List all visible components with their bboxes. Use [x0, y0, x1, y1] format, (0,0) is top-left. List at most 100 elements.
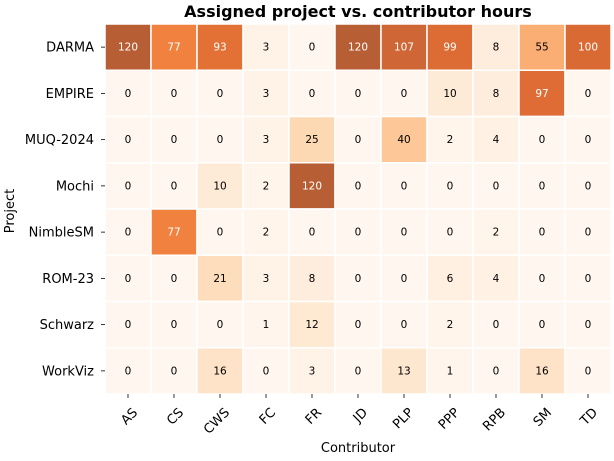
cell-value-label: 0 — [401, 227, 408, 239]
heatmap-cell — [150, 23, 198, 71]
cell-value-label: 10 — [443, 88, 456, 100]
heatmap-cell — [380, 208, 428, 256]
cell-value-label: 93 — [213, 42, 226, 54]
cell-value-label: 0 — [493, 365, 500, 377]
cell-value-label: 0 — [171, 180, 178, 192]
cell-value-label: 16 — [213, 365, 227, 377]
cell-value-label: 0 — [401, 88, 408, 100]
heatmap-cell — [564, 162, 612, 210]
heatmap-cell — [518, 208, 566, 256]
heatmap-cell — [518, 69, 566, 118]
cell-value-label: 0 — [585, 273, 592, 285]
heatmap-cell — [288, 69, 336, 118]
cell-value-label: 0 — [263, 365, 270, 377]
heatmap-cell — [196, 23, 244, 71]
cell-value-label: 0 — [125, 273, 132, 285]
cell-value-label: 0 — [355, 273, 362, 285]
y-tick-label: MUQ-2024 — [25, 133, 94, 148]
heatmap-cell — [104, 23, 152, 71]
cell-value-label: 6 — [447, 273, 454, 285]
heatmap-cell — [564, 208, 612, 256]
cell-value-label: 0 — [171, 134, 178, 146]
cell-value-label: 0 — [171, 88, 178, 100]
cell-value-label: 0 — [355, 365, 362, 377]
heatmap-cell — [518, 300, 566, 349]
cell-value-label: 0 — [401, 273, 408, 285]
cell-value-label: 21 — [213, 273, 226, 285]
cell-value-label: 0 — [585, 365, 592, 377]
cell-value-label: 0 — [309, 88, 316, 100]
cell-value-label: 40 — [397, 134, 410, 146]
cell-value-label: 2 — [447, 134, 454, 146]
heatmap-cell — [518, 347, 566, 395]
heatmap-cell — [288, 254, 336, 303]
cell-value-label: 0 — [585, 134, 592, 146]
cell-value-label: 0 — [539, 180, 546, 192]
cell-value-label: 3 — [263, 42, 270, 54]
cell-value-label: 0 — [309, 42, 316, 54]
cell-value-label: 100 — [578, 42, 598, 54]
cell-value-label: 8 — [493, 88, 500, 100]
y-tick-label: WorkViz — [42, 364, 94, 379]
cell-value-label: 107 — [394, 42, 414, 54]
cell-value-label: 0 — [309, 227, 316, 239]
cell-value-label: 13 — [397, 365, 410, 377]
cell-value-label: 0 — [171, 273, 178, 285]
cell-value-label: 8 — [493, 42, 500, 54]
y-tick-label: Schwarz — [40, 318, 95, 333]
cell-value-label: 0 — [125, 180, 132, 192]
cell-value-label: 12 — [305, 319, 318, 331]
cell-value-label: 99 — [443, 42, 456, 54]
cell-value-label: 0 — [447, 180, 454, 192]
cell-value-label: 3 — [263, 88, 270, 100]
cell-value-label: 0 — [355, 227, 362, 239]
heatmap-cell — [196, 69, 244, 118]
cell-value-label: 0 — [539, 227, 546, 239]
cell-value-label: 120 — [302, 180, 322, 192]
cell-value-label: 0 — [125, 134, 132, 146]
y-tick-label: ROM-23 — [42, 272, 94, 287]
heatmap-cell — [380, 300, 428, 349]
cell-value-label: 16 — [535, 365, 549, 377]
cell-value-label: 120 — [118, 42, 138, 54]
cell-value-label: 0 — [355, 180, 362, 192]
cell-value-label: 0 — [585, 180, 592, 192]
heatmap-cell — [150, 347, 198, 395]
cell-value-label: 2 — [447, 319, 454, 331]
cell-value-label: 0 — [125, 227, 132, 239]
cell-value-label: 3 — [309, 365, 316, 377]
y-axis-label: Project — [3, 189, 18, 233]
cell-value-label: 0 — [585, 319, 592, 331]
heatmap-cell — [426, 115, 474, 164]
cell-value-label: 3 — [263, 134, 270, 146]
heatmap-cell — [104, 115, 152, 164]
heatmap-cell — [104, 69, 152, 118]
heatmap-cell — [334, 162, 382, 210]
heatmap-cell — [518, 254, 566, 303]
cell-value-label: 0 — [401, 180, 408, 192]
heatmap-cell — [564, 347, 612, 395]
cell-value-label: 0 — [171, 365, 178, 377]
heatmap-cell — [426, 347, 474, 395]
chart-title: Assigned project vs. contributor hours — [184, 2, 532, 21]
heatmap-cell — [472, 23, 520, 71]
heatmap-cell — [242, 254, 290, 303]
heatmap-cell — [472, 254, 520, 303]
cell-value-label: 2 — [263, 227, 270, 239]
cell-value-label: 10 — [213, 180, 226, 192]
heatmap-cell — [564, 300, 612, 349]
cell-value-label: 0 — [125, 319, 132, 331]
heatmap-cell — [242, 347, 290, 395]
cell-value-label: 0 — [217, 134, 224, 146]
heatmap-cell — [288, 208, 336, 256]
heatmap-cell — [334, 208, 382, 256]
heatmap-cell — [196, 347, 244, 395]
heatmap-cell — [196, 254, 244, 303]
cell-value-label: 0 — [493, 319, 500, 331]
heatmap-cell — [518, 23, 566, 71]
y-tick-label: EMPIRE — [46, 87, 94, 102]
cell-value-label: 97 — [535, 88, 548, 100]
cell-value-label: 0 — [355, 88, 362, 100]
cell-value-label: 3 — [263, 273, 270, 285]
